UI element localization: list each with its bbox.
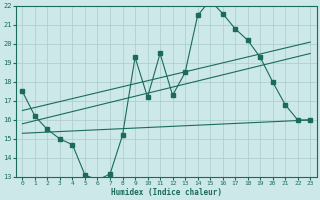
X-axis label: Humidex (Indice chaleur): Humidex (Indice chaleur) (111, 188, 222, 197)
